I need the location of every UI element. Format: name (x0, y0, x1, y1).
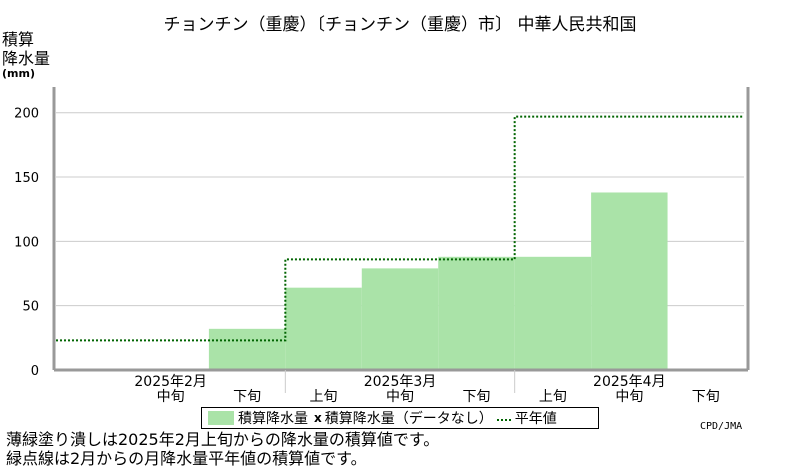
bar (514, 256, 592, 370)
y-tick-label: 50 (22, 300, 39, 315)
normal-line-group (56, 115, 744, 342)
bar (361, 268, 439, 370)
legend: 積算降水量 x 積算降水量（データなし） 平年値 (201, 407, 599, 429)
legend-nodata-mark: x (314, 411, 322, 425)
y-tick-label: 150 (14, 171, 39, 186)
y-axis-label: 積算 降水量 (mm) (2, 30, 50, 80)
period-label: 上旬 (310, 389, 338, 405)
legend-swatch-normal (496, 419, 511, 421)
month-label: 2025年3月 (364, 374, 437, 390)
credit-text: CPD/JMA (700, 421, 743, 432)
bar (285, 287, 362, 370)
note-line-2: 緑点線は2月からの月降水量平年値の積算値です。 (6, 449, 367, 468)
y-axis-label-line1: 積算 (2, 30, 35, 49)
notes: 薄緑塗り潰しは2025年2月上旬からの降水量の積算値です。 緑点線は2月からの月… (6, 430, 439, 468)
y-tick-label: 100 (14, 235, 39, 250)
y-tick-label: 200 (14, 107, 39, 122)
bars-group (208, 192, 668, 370)
legend-bar-label: 積算降水量 (238, 411, 308, 427)
bar (208, 328, 286, 370)
month-label: 2025年4月 (593, 374, 666, 390)
period-label: 中旬 (386, 389, 414, 405)
y-axis-unit: (mm) (2, 67, 35, 80)
bar (591, 192, 668, 370)
legend-swatch-bar (208, 411, 234, 425)
normal-line (56, 115, 744, 342)
period-label: 上旬 (539, 389, 567, 405)
y-tick-label: 0 (31, 364, 39, 379)
bar (438, 256, 515, 370)
period-label: 下旬 (692, 389, 720, 405)
note-line-1: 薄緑塗り潰しは2025年2月上旬からの降水量の積算値です。 (6, 430, 440, 449)
chart-title: チョンチン（重慶）〔チョンチン（重慶）市〕 中華人民共和国 (163, 15, 637, 35)
period-label: 中旬 (615, 389, 643, 405)
legend-nodata-label: 積算降水量（データなし） (324, 411, 493, 427)
month-label: 2025年2月 (134, 374, 207, 390)
y-axis-label-line2: 降水量 (2, 49, 51, 68)
axes-group (52, 87, 750, 393)
period-label: 下旬 (462, 389, 490, 405)
legend-normal-label: 平年値 (514, 411, 557, 427)
period-label: 中旬 (157, 389, 185, 405)
labels-group: 0501001502002025年2月 2025年3月 2025年4月中旬 下旬 上旬中… (14, 107, 720, 405)
period-label: 下旬 (233, 389, 261, 405)
